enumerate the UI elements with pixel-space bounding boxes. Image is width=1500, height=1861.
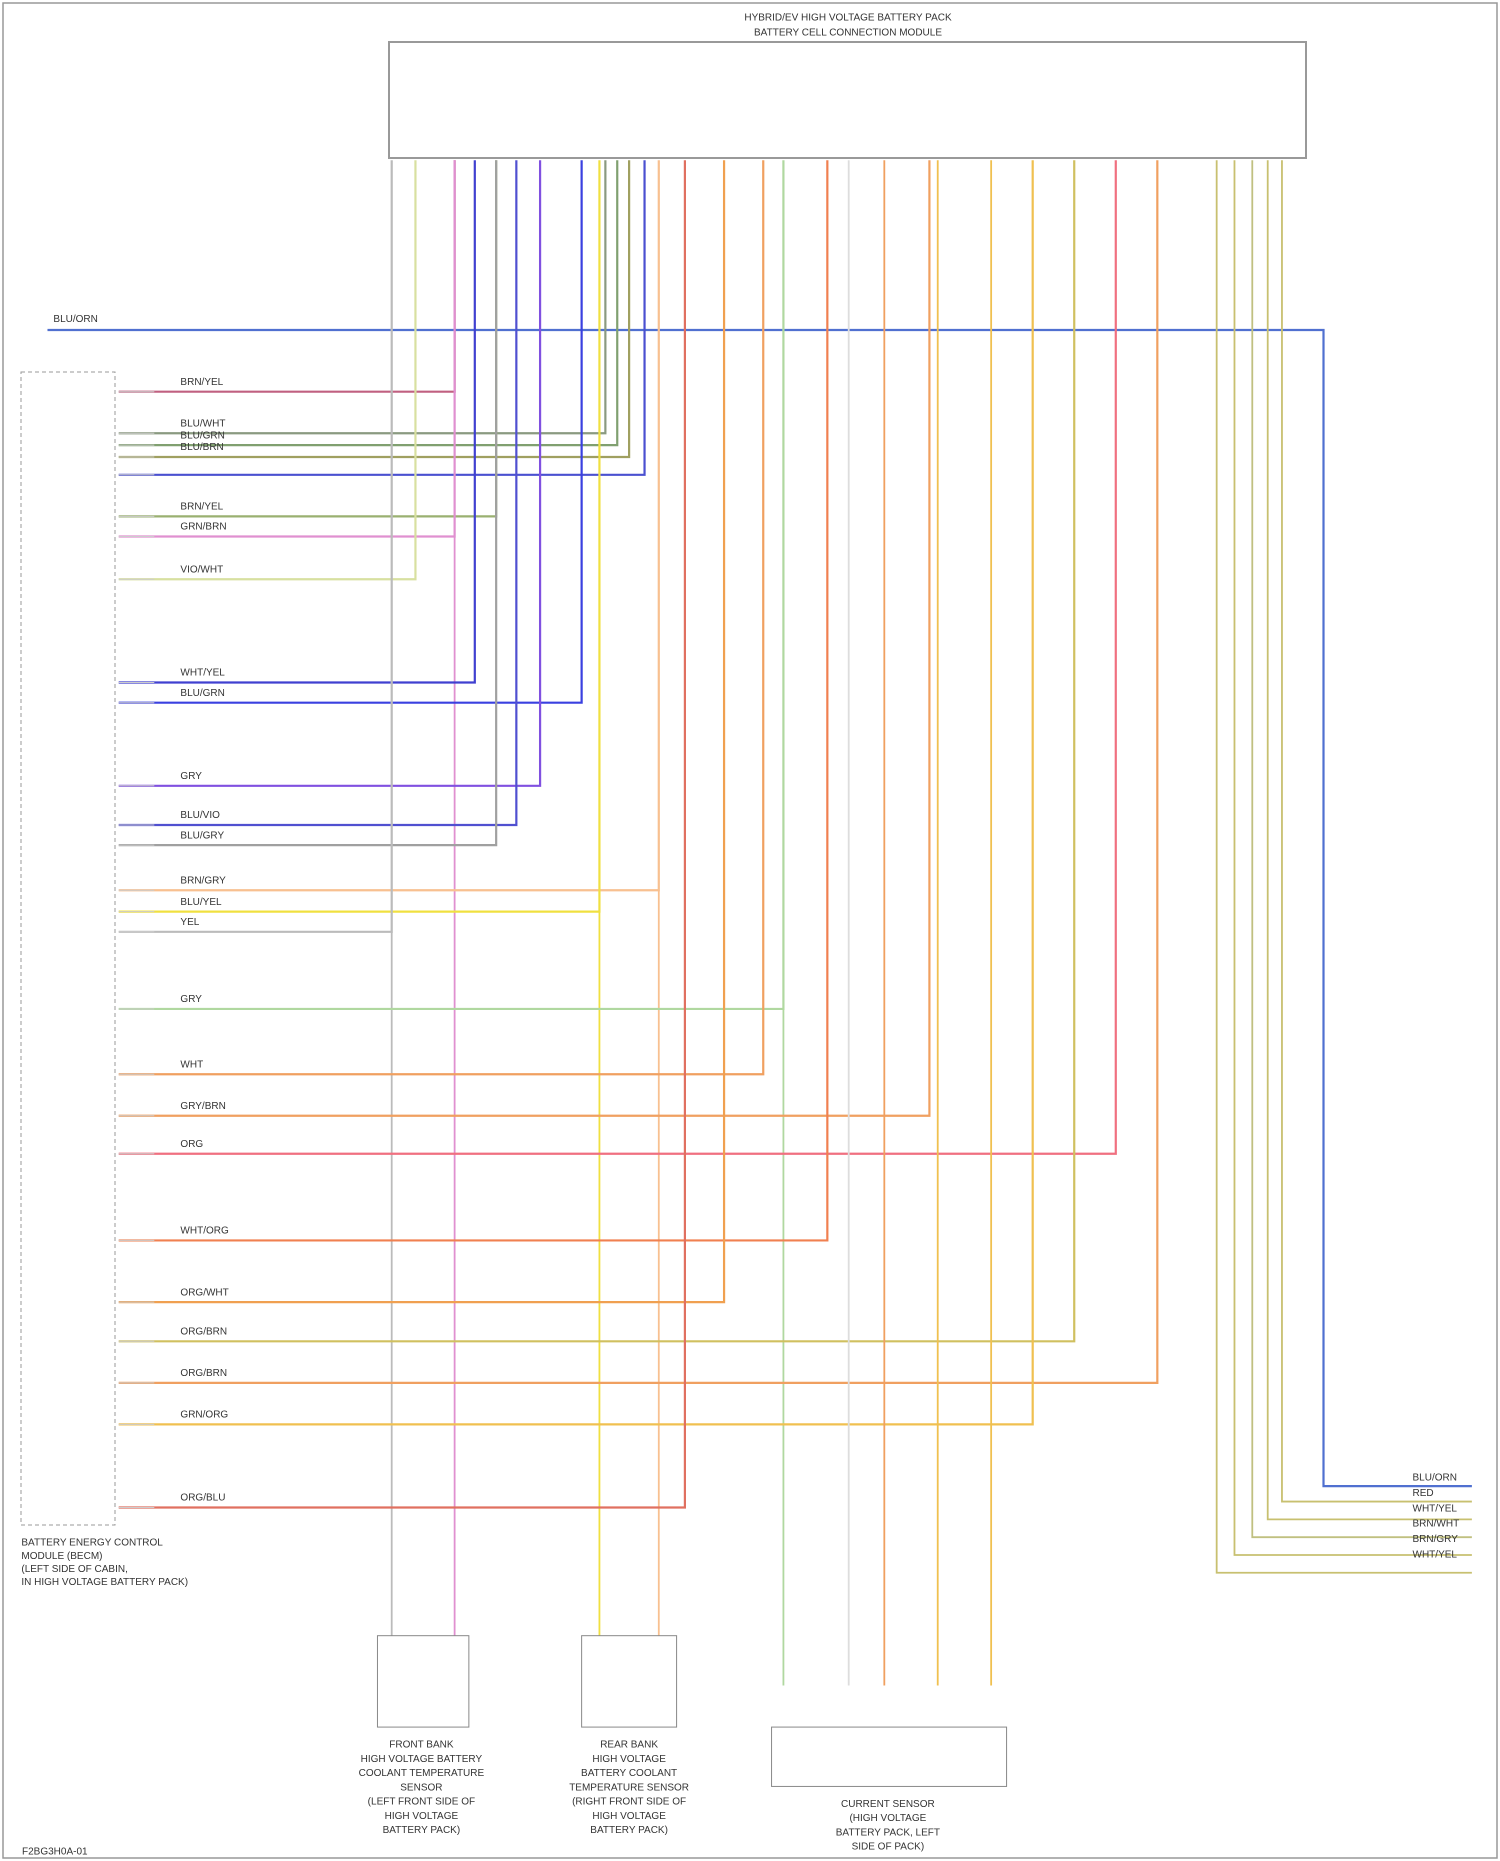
sensor-label: SENSOR <box>400 1782 442 1793</box>
wire-label: GRN/BRN <box>180 522 226 533</box>
wire <box>118 160 829 1242</box>
wire <box>118 160 1034 1426</box>
sensor-label: BATTERY PACK) <box>590 1825 668 1836</box>
wire <box>1251 160 1472 1539</box>
wire-label: BRN/YEL <box>180 377 223 388</box>
wire-label: BLU/BRN <box>180 442 223 453</box>
wire <box>118 160 417 581</box>
wire <box>118 160 1159 1384</box>
wire <box>47 328 1472 1488</box>
becm-box <box>20 371 116 1526</box>
title-line: BATTERY CELL CONNECTION MODULE <box>754 28 942 39</box>
connector-label: WHT/YEL <box>1413 1503 1458 1514</box>
wire <box>118 160 607 435</box>
wire-label: ORG/BLU <box>180 1493 225 1504</box>
wire <box>118 160 726 1304</box>
connector-label: BRN/WHT <box>1413 1519 1460 1530</box>
sensor-label: REAR BANK <box>600 1740 658 1751</box>
module-label: (LEFT SIDE OF CABIN, <box>21 1564 128 1575</box>
wire <box>118 160 646 476</box>
wire-label: BRN/YEL <box>180 501 223 512</box>
sensor-label: BATTERY PACK, LEFT <box>836 1827 940 1838</box>
sensor-label: (LEFT FRONT SIDE OF <box>368 1797 475 1808</box>
sensor-label: HIGH VOLTAGE <box>592 1811 666 1822</box>
sensor-label: (RIGHT FRONT SIDE OF <box>572 1797 686 1808</box>
module-label: MODULE (BECM) <box>21 1551 102 1562</box>
wire <box>118 160 498 847</box>
wire <box>118 160 518 827</box>
wire <box>118 160 393 933</box>
wire <box>118 160 619 447</box>
wire <box>118 160 1117 1155</box>
wire <box>118 160 456 538</box>
sensor-label: BATTERY COOLANT <box>581 1768 677 1779</box>
wire <box>1266 160 1472 1521</box>
wire-label: BLU/GRY <box>180 830 224 841</box>
wire <box>118 160 583 704</box>
wire <box>1281 160 1472 1503</box>
wire <box>118 160 476 684</box>
sensor-label: TEMPERATURE SENSOR <box>569 1782 689 1793</box>
wire-label: WHT/YEL <box>180 668 225 679</box>
title-line: HYBRID/EV HIGH VOLTAGE BATTERY PACK <box>744 13 952 24</box>
wire-label: YEL <box>180 917 199 928</box>
sensor-label: COOLANT TEMPERATURE <box>359 1768 485 1779</box>
wire-label: ORG/BRN <box>180 1326 227 1337</box>
wire <box>118 160 1076 1343</box>
wire-label: BLU/VIO <box>180 810 220 821</box>
wire-label: GRY <box>180 994 202 1005</box>
sensor-label: SIDE OF PACK) <box>852 1842 925 1853</box>
sensor-label: HIGH VOLTAGE BATTERY <box>361 1754 483 1765</box>
battery-connection-module-box <box>388 41 1307 159</box>
wire <box>118 160 631 459</box>
wire-label: BLU/WHT <box>180 418 225 429</box>
module-label: BATTERY ENERGY CONTROL <box>21 1538 163 1549</box>
wire-label: GRY <box>180 771 202 782</box>
wire-label: BRN/GRY <box>180 875 226 886</box>
connector-label: BRN/GRY <box>1413 1534 1459 1545</box>
wire-label: BLU/GRN <box>180 688 224 699</box>
sensor-label: HIGH VOLTAGE <box>592 1754 666 1765</box>
sensor-label: (HIGH VOLTAGE <box>849 1813 926 1824</box>
sensor-label: HIGH VOLTAGE <box>385 1811 459 1822</box>
wire-label: WHT/ORG <box>180 1226 229 1237</box>
sensor-box <box>581 1635 678 1728</box>
wire-label: ORG <box>180 1139 203 1150</box>
wire-label: BLU/YEL <box>180 897 222 908</box>
connector-label: RED <box>1413 1488 1434 1499</box>
wire-label: ORG/WHT <box>180 1287 228 1298</box>
wire-label: ORG/BRN <box>180 1368 227 1379</box>
wire <box>1233 160 1472 1556</box>
wire-label: VIO/WHT <box>180 564 223 575</box>
module-label: IN HIGH VOLTAGE BATTERY PACK) <box>21 1577 188 1588</box>
sensor-label: FRONT BANK <box>389 1740 454 1751</box>
wire-label: WHT <box>180 1059 203 1070</box>
wire <box>1215 160 1472 1574</box>
wire <box>118 160 931 1117</box>
sensor-box <box>376 1635 470 1728</box>
sensor-label: BATTERY PACK) <box>383 1825 461 1836</box>
wire <box>118 160 498 518</box>
wire-label: BLU/ORN <box>53 314 97 325</box>
wire-label: GRN/ORG <box>180 1410 228 1421</box>
sensor-label: CURRENT SENSOR <box>841 1799 935 1810</box>
wire <box>118 160 542 787</box>
footer-code: F2BG3H0A-01 <box>22 1847 88 1858</box>
wire-label: GRY/BRN <box>180 1101 225 1112</box>
connector-label: BLU/ORN <box>1413 1472 1457 1483</box>
wire <box>118 160 765 1076</box>
wire <box>118 160 686 1509</box>
connector-label: WHT/YEL <box>1413 1550 1458 1561</box>
wire-label: BLU/GRN <box>180 430 224 441</box>
sensor-box <box>771 1726 1008 1787</box>
wire <box>118 160 456 393</box>
